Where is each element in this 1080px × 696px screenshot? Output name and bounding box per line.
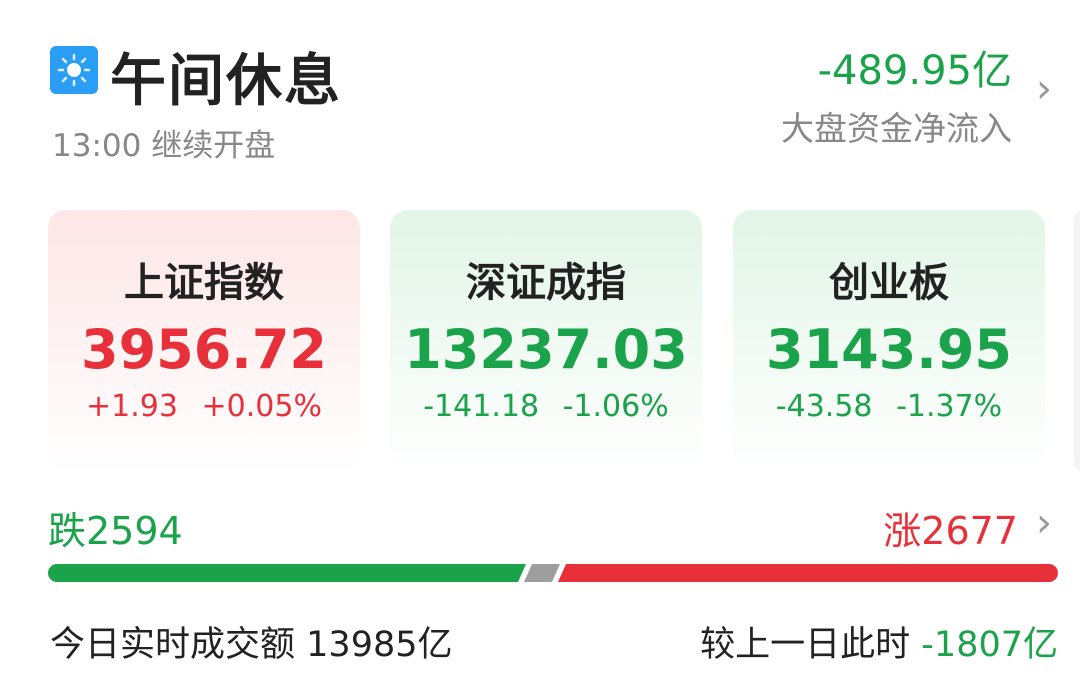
- breadth-bar-rise: [558, 564, 1058, 582]
- breadth-bar: [48, 564, 1058, 582]
- index-card-sz[interactable]: 深证成指 13237.03 -141.18 -1.06%: [390, 210, 702, 472]
- index-change: +1.93: [86, 389, 178, 424]
- index-change: -43.58: [775, 389, 873, 424]
- index-name: 深证成指: [466, 260, 626, 306]
- index-name: 上证指数: [124, 260, 284, 306]
- net-flow-value[interactable]: -489.95亿: [817, 48, 1012, 94]
- page-title: 午间休息: [110, 49, 342, 114]
- index-card-sh[interactable]: 上证指数 3956.72 +1.93 +0.05%: [48, 210, 360, 472]
- index-value: 3143.95: [766, 318, 1012, 381]
- turnover-label: 今日实时成交额: [50, 625, 296, 665]
- index-change: -141.18: [423, 389, 540, 424]
- breadth-bar-fall: [48, 564, 526, 582]
- chevron-right-icon[interactable]: ›: [1036, 500, 1052, 546]
- turnover-compare: 较上一日此时 -1807亿: [700, 616, 1058, 667]
- index-card-partial[interactable]: [1074, 210, 1080, 472]
- chevron-right-icon[interactable]: ›: [1036, 66, 1052, 112]
- index-value: 13237.03: [404, 318, 688, 381]
- index-name: 创业板: [829, 260, 949, 306]
- turnover-value: 13985亿: [306, 625, 453, 665]
- compare-label: 较上一日此时: [700, 625, 911, 665]
- index-card-cyb[interactable]: 创业板 3143.95 -43.58 -1.37%: [733, 210, 1045, 472]
- resume-time: 13:00 继续开盘: [52, 128, 276, 164]
- sun-icon: [50, 46, 98, 94]
- compare-value: -1807亿: [921, 625, 1058, 665]
- net-flow-label[interactable]: 大盘资金净流入: [781, 109, 1012, 148]
- rise-count[interactable]: 涨2677: [883, 509, 1018, 553]
- turnover: 今日实时成交额 13985亿: [50, 616, 453, 667]
- index-value: 3956.72: [81, 318, 327, 381]
- index-pct: +0.05%: [201, 389, 322, 424]
- breadth-bar-flat: [524, 564, 560, 582]
- index-pct: -1.06%: [562, 389, 669, 424]
- index-pct: -1.37%: [896, 389, 1003, 424]
- fall-count: 跌2594: [48, 509, 183, 553]
